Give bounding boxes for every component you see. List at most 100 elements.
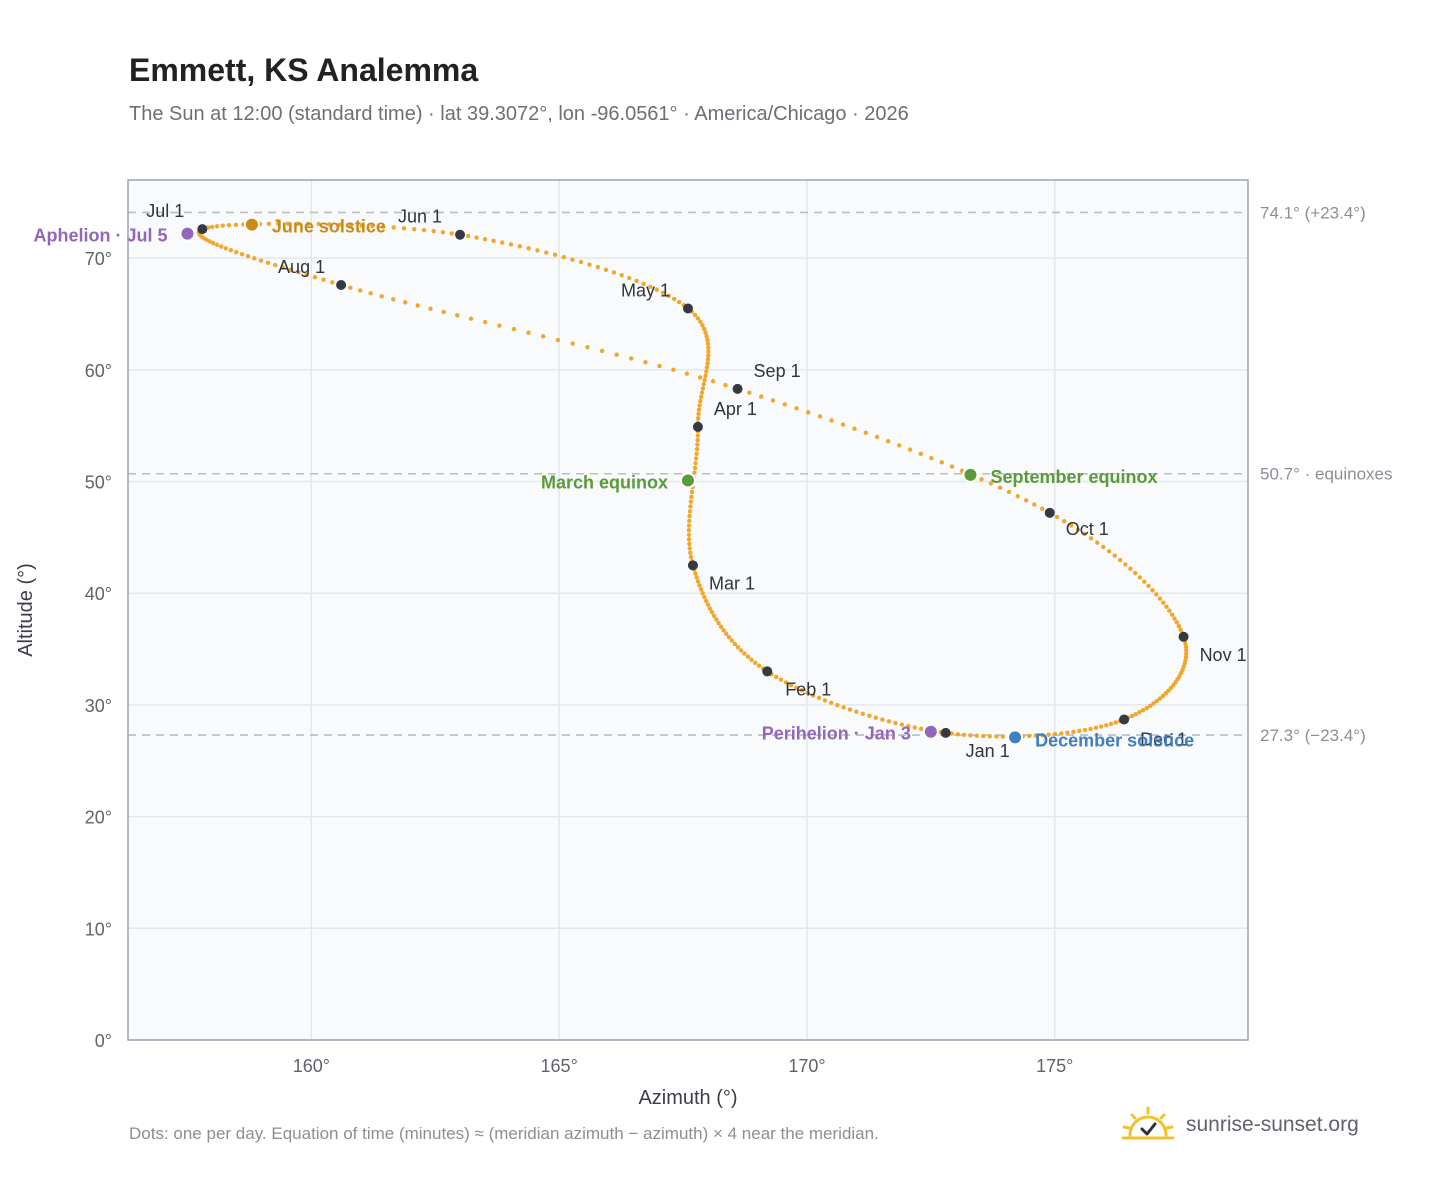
daily-dot: [228, 248, 234, 253]
daily-dot: [716, 620, 721, 626]
daily-dot: [599, 348, 605, 354]
daily-dot: [428, 306, 433, 311]
daily-dot: [738, 648, 744, 653]
daily-dot: [1088, 536, 1094, 541]
daily-dot: [701, 382, 706, 387]
daily-dot: [686, 523, 692, 528]
daily-dot: [700, 323, 705, 328]
daily-dot: [603, 267, 609, 272]
daily-dot: [840, 422, 846, 427]
daily-dot: [994, 734, 999, 739]
daily-dot: [634, 278, 639, 284]
daily-dot: [218, 244, 224, 249]
daily-dot: [1015, 493, 1020, 499]
daily-dot: [988, 481, 994, 486]
daily-dot: [897, 443, 902, 448]
daily-dot: [671, 367, 676, 373]
daily-dot: [745, 654, 751, 659]
daily-dot: [1169, 612, 1175, 617]
daily-dot: [698, 587, 704, 592]
daily-dot: [654, 287, 660, 292]
brand-logo[interactable]: sunrise-sunset.org: [1120, 1100, 1359, 1150]
daily-dot: [276, 221, 281, 226]
daily-dot: [348, 285, 353, 290]
daily-dot: [886, 438, 891, 444]
daily-dot: [544, 250, 549, 255]
daily-dot: [497, 323, 502, 328]
daily-dot: [702, 377, 707, 383]
month-point: [455, 229, 466, 240]
daily-dot: [1157, 696, 1163, 701]
event-point: [243, 216, 260, 233]
daily-dot: [697, 375, 703, 380]
event-label: Perihelion · Jan 3: [762, 724, 911, 744]
daily-dot: [1176, 623, 1182, 629]
daily-dot: [688, 554, 694, 560]
daily-dot: [627, 275, 632, 281]
daily-dot: [1000, 734, 1006, 739]
x-tick-label: 175°: [1036, 1056, 1073, 1076]
daily-dot: [245, 254, 251, 259]
daily-dot: [1150, 587, 1155, 593]
daily-dot: [526, 246, 531, 251]
reference-line-label: 74.1° (+23.4°): [1260, 203, 1366, 222]
daily-dot: [778, 677, 784, 682]
daily-dot: [687, 546, 692, 551]
daily-dot: [686, 532, 692, 538]
daily-dot: [368, 291, 373, 296]
daily-dot: [555, 337, 561, 343]
daily-dot: [1054, 514, 1060, 520]
daily-dot: [886, 719, 892, 724]
daily-dot: [718, 624, 724, 629]
daily-dot: [706, 349, 711, 354]
month-point: [1119, 714, 1130, 725]
month-point: [692, 421, 703, 432]
daily-dot: [758, 394, 764, 399]
daily-dot: [695, 316, 701, 321]
daily-dot: [867, 713, 872, 719]
daily-dot: [701, 326, 707, 332]
daily-dot: [697, 403, 702, 408]
daily-dot: [906, 723, 911, 729]
daily-dot: [1154, 698, 1159, 704]
daily-dot: [641, 281, 646, 287]
daily-dot: [1184, 651, 1189, 656]
daily-dot: [939, 460, 944, 465]
daily-dot: [806, 410, 811, 415]
daily-dot: [468, 316, 474, 321]
daily-dot: [863, 430, 869, 436]
daily-dot: [511, 326, 517, 332]
daily-dot: [380, 224, 386, 229]
daily-dot: [370, 223, 375, 229]
plot-background: [128, 180, 1248, 1040]
daily-dot: [711, 613, 717, 619]
daily-dot: [421, 227, 427, 233]
daily-dot: [252, 256, 257, 261]
x-tick-label: 165°: [541, 1056, 578, 1076]
daily-dot: [873, 715, 879, 720]
month-label: May 1: [621, 280, 670, 300]
daily-dot: [321, 277, 326, 282]
daily-dot: [692, 470, 697, 475]
daily-dot: [1160, 693, 1166, 699]
daily-dot: [735, 644, 741, 650]
daily-dot: [810, 693, 816, 698]
daily-dot: [835, 702, 840, 708]
daily-dot: [1128, 566, 1133, 571]
daily-dot: [783, 680, 789, 685]
daily-dot: [214, 242, 220, 247]
daily-dot: [441, 309, 446, 315]
daily-dot: [695, 416, 701, 421]
daily-dot: [280, 265, 285, 270]
daily-dot: [403, 300, 408, 305]
daily-dot: [860, 711, 866, 717]
daily-dot: [687, 541, 692, 547]
daily-dot: [696, 407, 702, 412]
daily-dot: [893, 720, 898, 726]
daily-dot: [1133, 711, 1138, 717]
daily-dot: [817, 414, 823, 419]
daily-dot: [700, 386, 706, 391]
daily-dot: [732, 641, 738, 647]
month-label: Aug 1: [278, 257, 325, 277]
daily-dot: [749, 657, 754, 662]
